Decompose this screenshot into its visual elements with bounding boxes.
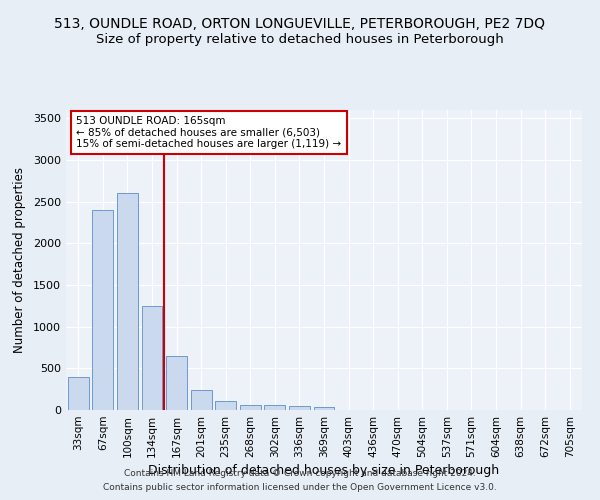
Bar [142,306,163,410]
Bar [314,406,334,410]
Bar [215,401,236,410]
Bar [240,405,261,410]
Bar [166,356,187,410]
Bar [92,210,113,410]
Bar [68,376,89,410]
Bar [265,406,286,410]
Text: 513, OUNDLE ROAD, ORTON LONGUEVILLE, PETERBOROUGH, PE2 7DQ: 513, OUNDLE ROAD, ORTON LONGUEVILLE, PET… [55,18,545,32]
Text: Contains HM Land Registry data © Crown copyright and database right 2024.: Contains HM Land Registry data © Crown c… [124,468,476,477]
Text: 513 OUNDLE ROAD: 165sqm
← 85% of detached houses are smaller (6,503)
15% of semi: 513 OUNDLE ROAD: 165sqm ← 85% of detache… [76,116,341,149]
Y-axis label: Number of detached properties: Number of detached properties [13,167,26,353]
Bar [191,390,212,410]
Text: Size of property relative to detached houses in Peterborough: Size of property relative to detached ho… [96,32,504,46]
Bar [117,194,138,410]
Bar [289,406,310,410]
X-axis label: Distribution of detached houses by size in Peterborough: Distribution of detached houses by size … [148,464,500,477]
Text: Contains public sector information licensed under the Open Government Licence v3: Contains public sector information licen… [103,484,497,492]
